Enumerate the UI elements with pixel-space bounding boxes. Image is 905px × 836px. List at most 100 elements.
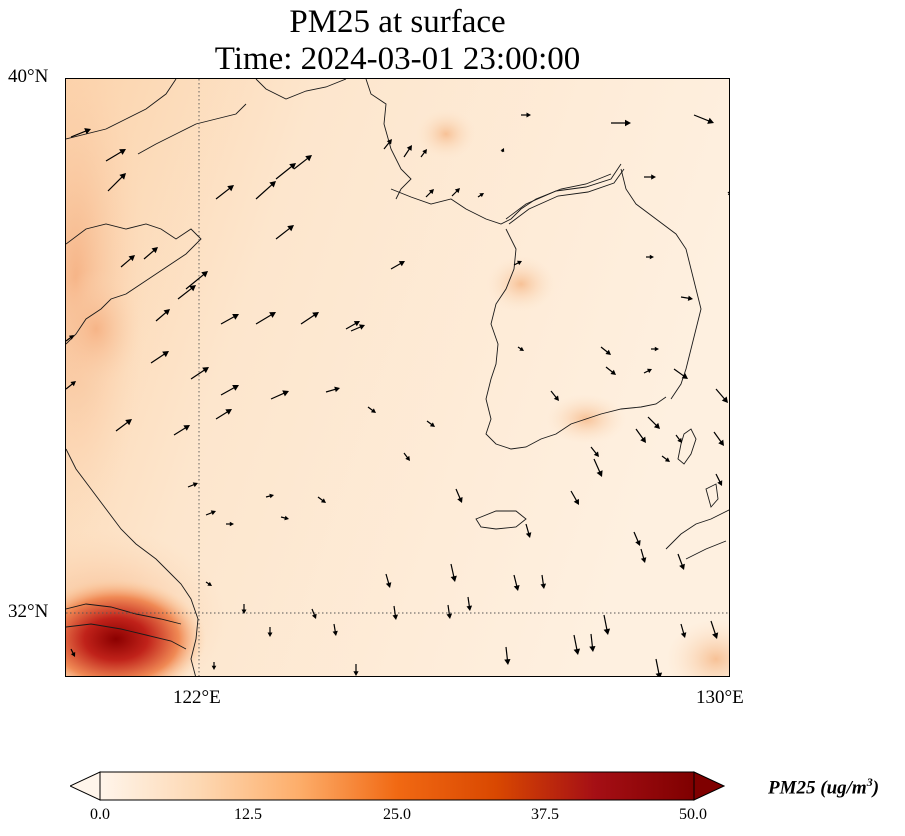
pm25-shandong-patch bbox=[66, 269, 141, 389]
wind-arrow-head bbox=[225, 409, 232, 415]
wind-arrow-shaft bbox=[143, 248, 156, 260]
wind-arrow-head bbox=[651, 174, 656, 180]
wind-arrow-head bbox=[540, 583, 547, 589]
wind-arrow-head bbox=[125, 419, 132, 426]
wind-arrow-head bbox=[282, 390, 289, 397]
wind-arrow-head bbox=[151, 247, 158, 254]
wind-arrow-head bbox=[717, 480, 723, 486]
wind-arrow-head bbox=[649, 254, 654, 260]
wind-arrow-head bbox=[284, 515, 289, 521]
colorbar-tick-2: 25.0 bbox=[383, 806, 411, 823]
wind-arrow-head bbox=[269, 312, 276, 318]
wind-arrow-head bbox=[267, 632, 273, 637]
pm25-hotspot bbox=[66, 579, 206, 676]
wind-arrow-head bbox=[289, 163, 296, 170]
wind-arrow-shaft bbox=[450, 563, 455, 579]
wind-arrow-head bbox=[610, 369, 616, 375]
wind-arrow-head bbox=[664, 457, 670, 462]
wind-arrow-head bbox=[210, 510, 216, 516]
wind-arrow-head bbox=[406, 145, 412, 151]
colorbar-label-sup: 3 bbox=[866, 775, 873, 789]
wind-arrow-head bbox=[232, 314, 239, 320]
wind-arrow-head bbox=[450, 575, 457, 582]
pm25-southeast-patch bbox=[666, 619, 729, 676]
wind-arrow-head bbox=[654, 346, 659, 352]
wind-arrow-shaft bbox=[505, 646, 509, 662]
lat-label-40n: 40°N bbox=[8, 66, 49, 87]
wind-arrow-head bbox=[454, 188, 460, 194]
wind-arrow-head bbox=[677, 437, 682, 443]
wind-arrow-head bbox=[681, 373, 688, 379]
wind-arrow-head bbox=[573, 648, 581, 655]
wind-arrow-head bbox=[398, 261, 405, 267]
wind-arrow-head bbox=[446, 613, 453, 619]
coastlines bbox=[66, 79, 729, 676]
wind-arrow-head bbox=[370, 408, 376, 413]
wind-arrow-head bbox=[305, 155, 312, 162]
map-panel[interactable] bbox=[65, 78, 730, 677]
wind-arrow-head bbox=[525, 532, 532, 538]
wind-arrow-shaft bbox=[693, 114, 711, 123]
wind-arrow-head bbox=[573, 498, 579, 505]
colorbar-ramp bbox=[99, 771, 695, 801]
wind-arrow-head bbox=[334, 386, 340, 393]
pm25-north-patch bbox=[416, 109, 476, 159]
wind-arrow-head bbox=[119, 173, 126, 180]
wind-arrow-shaft bbox=[647, 416, 659, 428]
wind-arrow-head bbox=[269, 181, 276, 188]
wind-arrow-head bbox=[513, 584, 520, 591]
colorbar-min-extend bbox=[70, 771, 101, 801]
wind-arrow-head bbox=[162, 351, 169, 358]
wind-arrow-shaft bbox=[107, 175, 124, 192]
wind-arrow-head bbox=[287, 225, 294, 232]
graticule bbox=[66, 79, 729, 676]
wind-arrow-head bbox=[517, 260, 522, 266]
wind-arrow-head bbox=[241, 609, 247, 614]
wind-arrow-head bbox=[679, 563, 685, 570]
wind-arrow-shaft bbox=[513, 574, 518, 588]
wind-arrow-shaft bbox=[300, 313, 317, 325]
wind-arrow-head bbox=[500, 148, 505, 153]
wind-arrow-shaft bbox=[105, 150, 124, 162]
wind-arrow-head bbox=[428, 189, 434, 195]
wind-arrow-shaft bbox=[573, 634, 578, 652]
lat-label-32n: 32°N bbox=[8, 601, 49, 622]
wind-arrow-head bbox=[466, 605, 473, 611]
wind-arrow-shaft bbox=[270, 391, 286, 400]
colorbar-tick-3: 37.5 bbox=[531, 806, 559, 823]
wind-arrow-head bbox=[312, 312, 319, 319]
wind-arrow-head bbox=[625, 119, 631, 127]
wind-arrow-head bbox=[603, 628, 611, 635]
wind-arrow-shaft bbox=[120, 256, 133, 268]
wind-arrow-head bbox=[189, 285, 196, 292]
wind-arrow-shaft bbox=[635, 428, 645, 441]
colorbar-tick-0: 0.0 bbox=[90, 806, 110, 823]
wind-arrow-head bbox=[207, 581, 212, 586]
wind-arrow-shaft bbox=[220, 386, 237, 396]
wind-arrow-head bbox=[163, 309, 170, 316]
wind-arrow-head bbox=[653, 422, 660, 429]
wind-arrow-shaft bbox=[150, 352, 167, 364]
colorbar-max-extend bbox=[693, 771, 725, 801]
wind-arrow-head bbox=[635, 539, 641, 546]
wind-arrow-head bbox=[687, 295, 693, 301]
wind-arrow-head bbox=[479, 193, 484, 198]
wind-arrow-head bbox=[202, 367, 209, 374]
lon-label-130e: 130°E bbox=[696, 687, 744, 708]
wind-arrow-shaft bbox=[715, 388, 727, 401]
wind-arrow-head bbox=[311, 613, 317, 619]
wind-arrow-head bbox=[332, 630, 338, 636]
wind-arrow-shaft bbox=[173, 426, 188, 436]
wind-arrow-head bbox=[392, 614, 399, 620]
wind-arrow-head bbox=[70, 381, 76, 387]
wind-arrow-head bbox=[727, 193, 729, 196]
wind-arrow-head bbox=[385, 582, 392, 588]
wind-arrow-shaft bbox=[275, 226, 292, 240]
wind-arrow-head bbox=[183, 425, 190, 431]
wind-arrow-head bbox=[405, 455, 410, 461]
wind-arrow-head bbox=[553, 395, 559, 401]
wind-arrow-head bbox=[211, 665, 217, 670]
colorbar bbox=[70, 771, 725, 801]
wind-arrow-shaft bbox=[713, 431, 723, 444]
wind-arrow-head bbox=[718, 439, 724, 446]
